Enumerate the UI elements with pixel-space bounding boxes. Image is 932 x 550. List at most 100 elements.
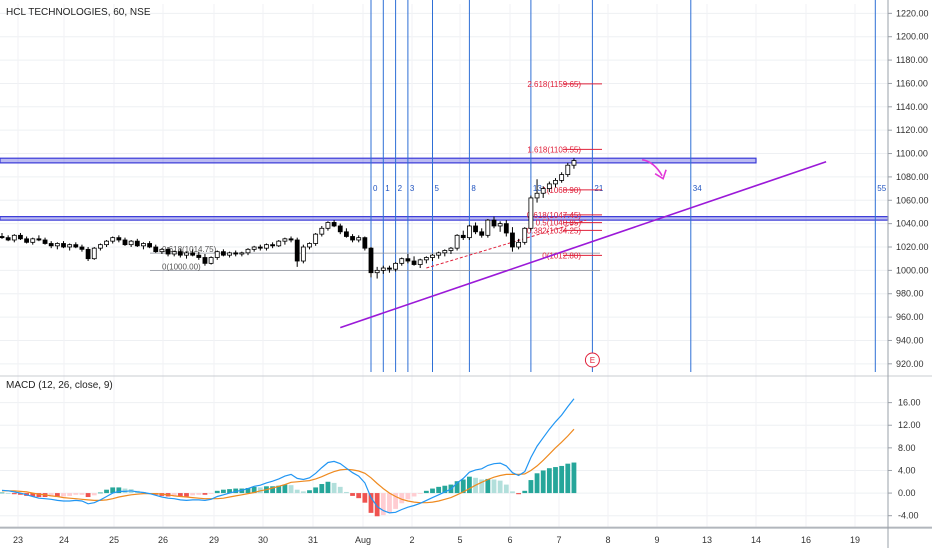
- time-zone-label: 13: [533, 184, 542, 193]
- candle-body: [485, 219, 491, 236]
- candle-body: [257, 246, 263, 249]
- candle-body: [454, 234, 460, 249]
- candle-body: [516, 241, 521, 248]
- candle-body: [313, 233, 319, 244]
- macd-histogram-bar: [196, 493, 202, 495]
- support-trendline: [339, 160, 827, 329]
- fib-level-label: 0.618(1014.75): [162, 245, 217, 254]
- price-tick-label: 920.00: [896, 359, 924, 369]
- macd-histogram-bar: [270, 486, 275, 494]
- candle-body: [270, 244, 276, 247]
- candle-body: [67, 244, 73, 248]
- macd-histogram-bar: [294, 489, 300, 494]
- macd-histogram-bar: [559, 465, 565, 494]
- macd-histogram-bar: [350, 493, 355, 496]
- candle-body: [436, 252, 442, 256]
- macd-tick-label: 8.00: [898, 443, 916, 453]
- fib-level-label: 0(1012.80): [542, 251, 581, 260]
- candle-body: [73, 244, 79, 248]
- macd-histogram-bar: [467, 476, 472, 494]
- macd-tick-label: -4.00: [898, 511, 919, 521]
- time-tick-label: 23: [13, 535, 23, 545]
- macd-histogram-bar: [331, 482, 337, 494]
- macd-histogram-bar: [73, 493, 79, 495]
- time-tick-label: 31: [308, 535, 318, 545]
- macd-histogram-bar: [503, 484, 509, 494]
- macd-histogram-bar: [227, 489, 232, 494]
- macd-histogram-bar: [104, 489, 109, 494]
- macd-histogram-bar: [540, 470, 546, 494]
- macd-histogram-bar: [497, 480, 503, 494]
- candle-body: [171, 251, 177, 255]
- fib-level-label: 0.382(1034.25): [527, 226, 582, 235]
- macd-histogram-bar: [300, 491, 306, 494]
- candle-body: [442, 250, 448, 254]
- macd-histogram-bar: [0, 492, 5, 494]
- price-tick-label: 940.00: [896, 335, 924, 345]
- candle-body: [319, 227, 325, 235]
- candle-body: [294, 239, 300, 262]
- price-tick-label: 1100.00: [896, 149, 928, 159]
- candle-body: [423, 257, 429, 261]
- macd-histogram-bar: [54, 493, 60, 498]
- macd-histogram-bar: [571, 462, 577, 494]
- candle-body: [503, 223, 509, 234]
- macd-histogram-bar: [417, 493, 423, 494]
- macd-histogram-bar: [18, 493, 23, 495]
- candle-body: [190, 252, 196, 256]
- candle-body: [343, 231, 349, 237]
- earnings-marker-label: E: [590, 356, 595, 365]
- macd-histogram-bar: [98, 492, 103, 494]
- fib-level-label: 0.618(1047.45): [527, 211, 582, 220]
- candle-body: [522, 227, 528, 243]
- candle-body: [104, 240, 109, 246]
- macd-histogram-bar: [411, 493, 417, 497]
- earnings-marker: [584, 352, 600, 368]
- time-tick-label: 2: [409, 535, 414, 545]
- time-tick-label: 16: [801, 535, 811, 545]
- macd-histogram-bar: [430, 488, 435, 494]
- fib-level-label: 0.5(1040.85): [536, 219, 582, 228]
- candle-body: [448, 247, 454, 251]
- candle-body: [553, 180, 558, 185]
- macd-histogram-bar: [171, 493, 177, 496]
- candle-body: [61, 243, 66, 248]
- macd-histogram-bar: [380, 493, 386, 516]
- downward-arrow: [641, 158, 663, 177]
- price-tick-label: 1040.00: [896, 219, 929, 229]
- candle-body: [184, 252, 189, 256]
- candle-body: [5, 237, 11, 241]
- candle-body: [18, 234, 23, 240]
- candle-body: [122, 239, 128, 246]
- candle-body: [405, 258, 411, 262]
- candle-body: [42, 239, 48, 244]
- macd-tick-label: 16.00: [898, 398, 921, 408]
- time-zone-label: 5: [435, 184, 440, 193]
- candle-body: [430, 254, 435, 258]
- time-tick-label: 29: [209, 535, 219, 545]
- resistance-zone: [0, 216, 889, 221]
- candle-body: [30, 238, 36, 243]
- candle-body: [337, 225, 343, 233]
- candle-body: [491, 219, 497, 227]
- macd-histogram-bar: [436, 486, 442, 494]
- fib-connector-line: [426, 219, 587, 269]
- candle-body: [460, 234, 466, 239]
- macd-histogram-bar: [546, 468, 552, 494]
- time-tick-label: Aug: [355, 535, 371, 545]
- candle-body: [528, 197, 534, 229]
- macd-histogram-bar: [337, 486, 343, 494]
- macd-histogram-bar: [36, 493, 42, 498]
- fib-level-label: 2.618(1159.65): [527, 80, 581, 89]
- macd-histogram-bar: [319, 484, 325, 494]
- signal-line: [2, 428, 575, 504]
- macd-histogram-bar: [208, 493, 214, 494]
- macd-histogram-bar: [460, 479, 466, 494]
- macd-histogram-bar: [393, 493, 398, 509]
- candle-body: [11, 234, 17, 241]
- candle-body: [245, 248, 251, 254]
- macd-histogram-bar: [202, 493, 208, 495]
- macd-histogram-bar: [288, 485, 294, 494]
